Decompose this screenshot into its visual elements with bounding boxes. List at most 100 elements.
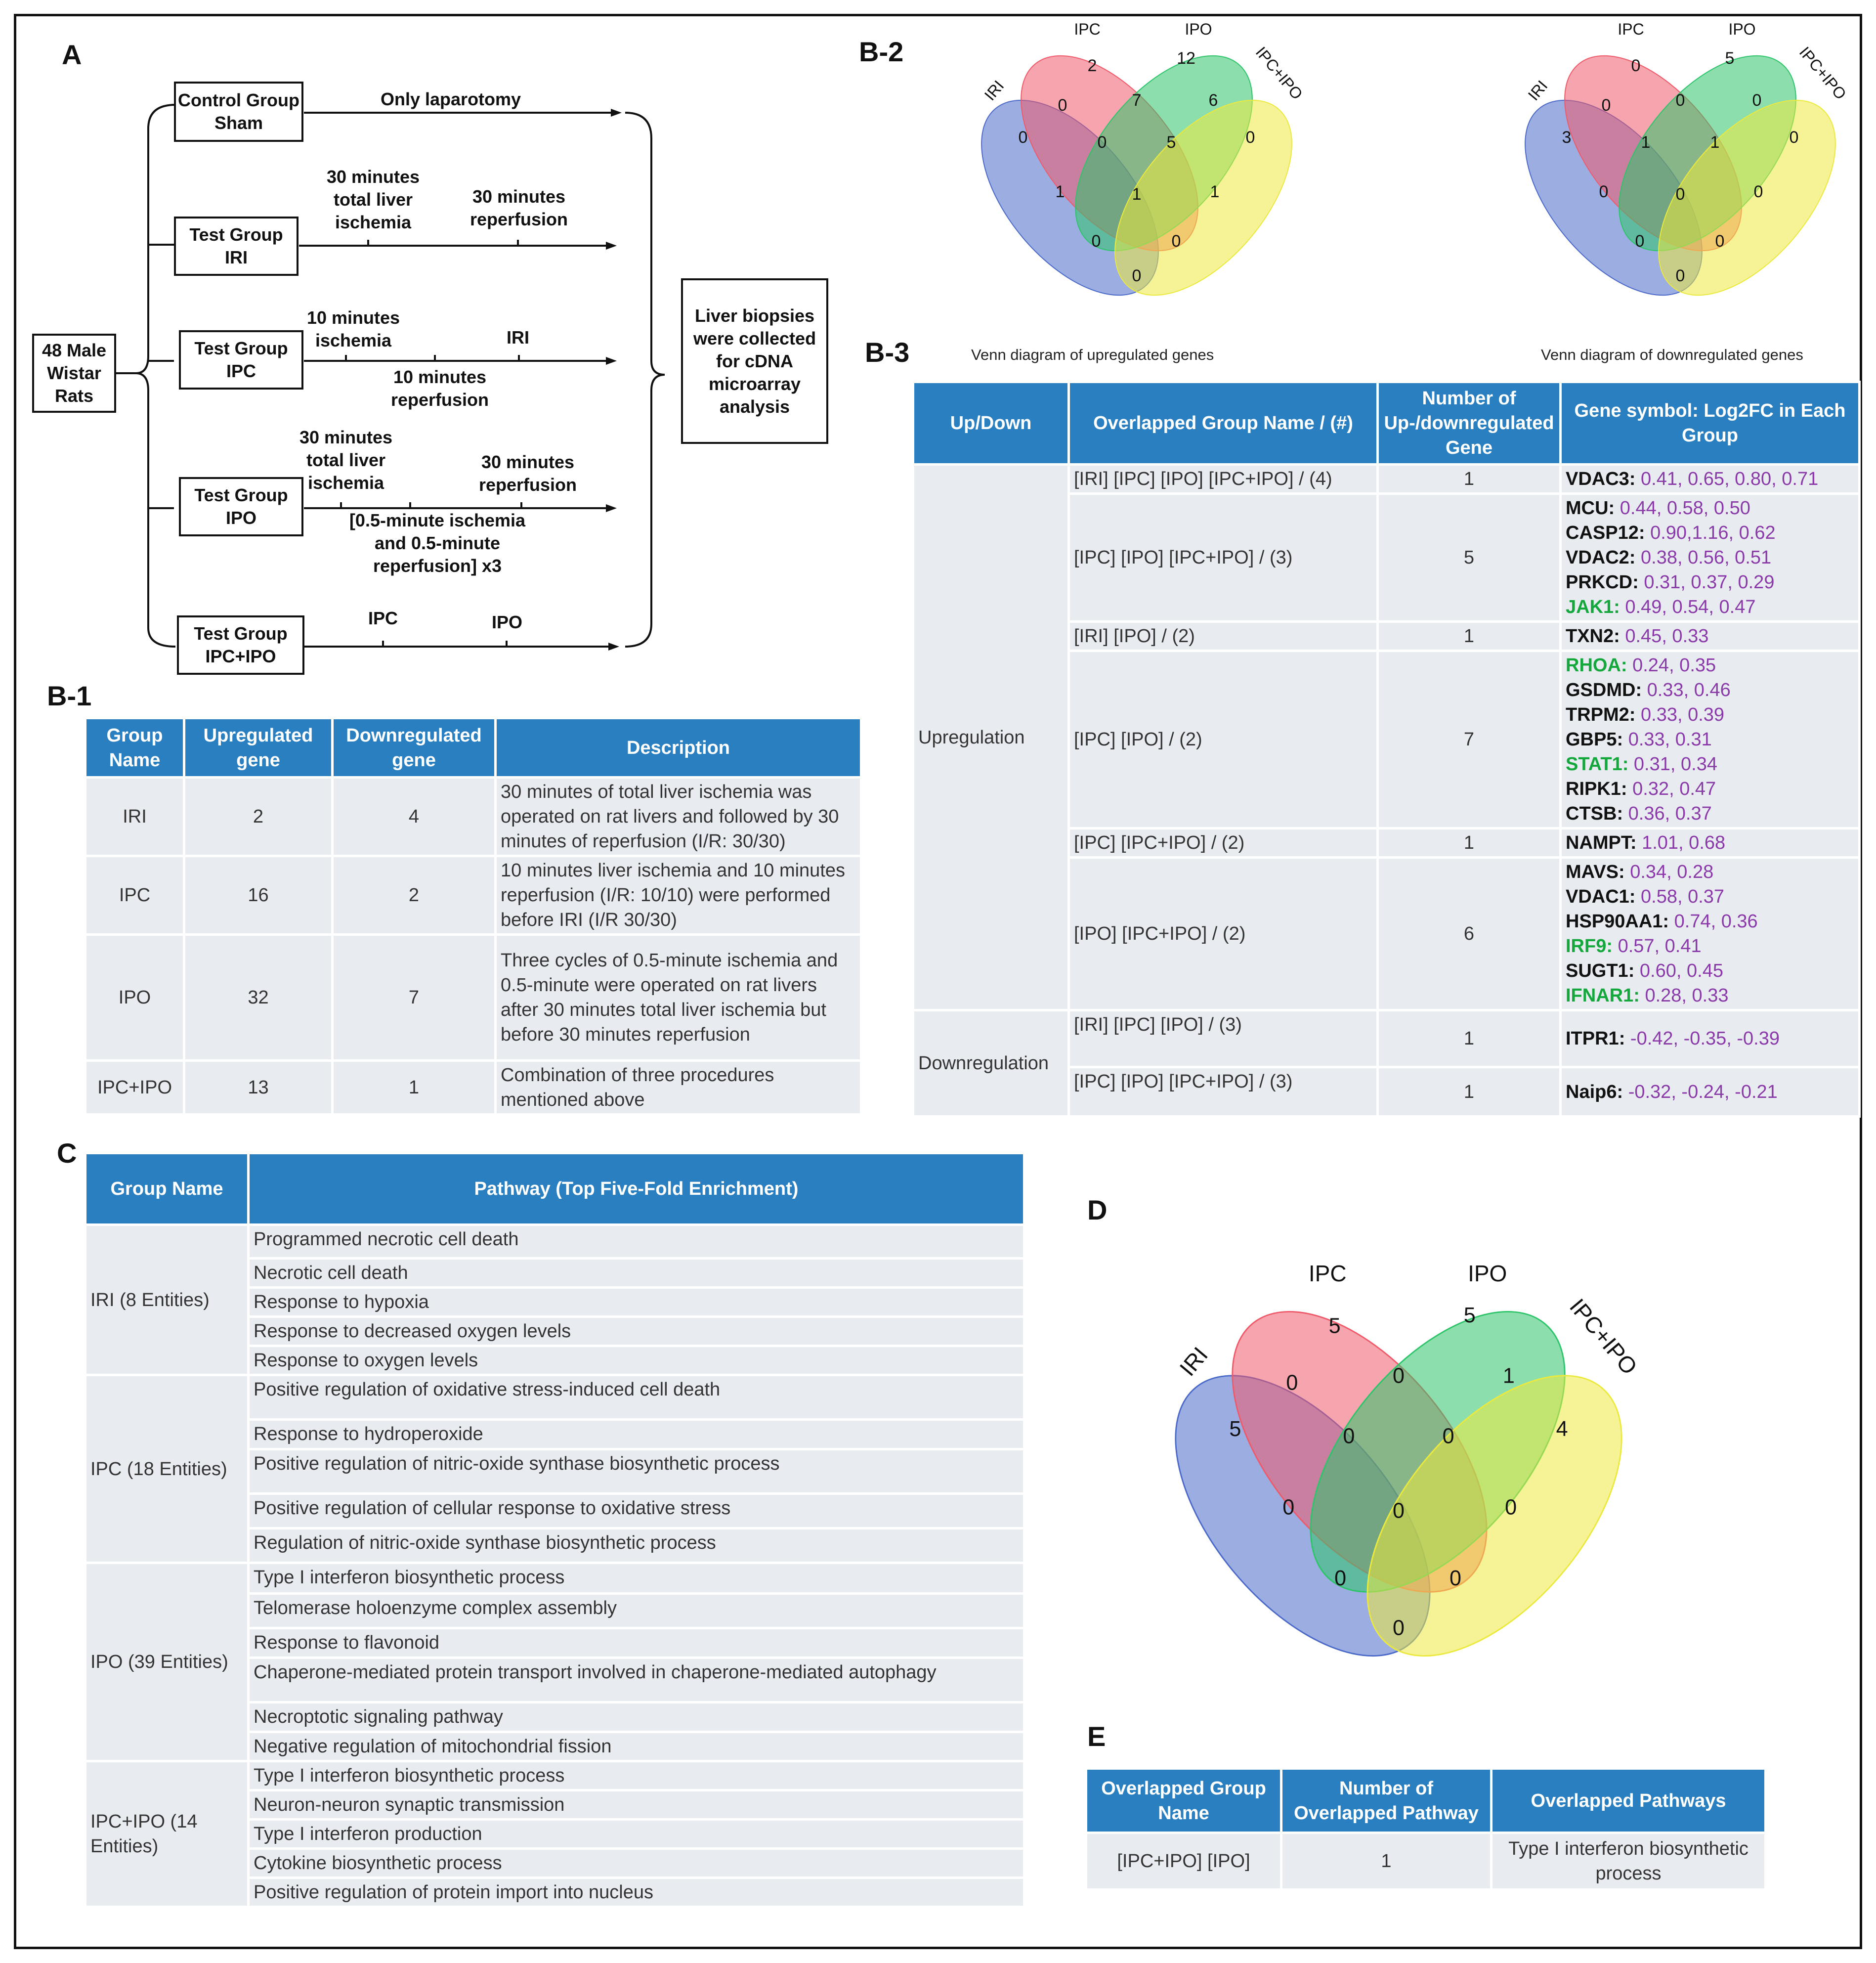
venn-count-ipc-ipo: 0	[1393, 1364, 1405, 1388]
e-header-number: Number of Overlapped Pathway	[1280, 1767, 1492, 1834]
gene-symbol: MCU:	[1566, 498, 1615, 519]
b1-cell-up: 16	[183, 855, 334, 936]
c-cell-group: IRI (8 Entities)	[84, 1223, 250, 1376]
e-header-pathways: Overlapped Pathways	[1490, 1767, 1767, 1834]
panel-label-a: A	[62, 39, 82, 70]
b3-header-number: Number of Up-/downregulated Gene	[1376, 381, 1562, 466]
c-cell-pathway: Neuron-neuron synaptic transmission	[247, 1789, 1025, 1821]
gene-symbol: CASP12:	[1566, 523, 1645, 543]
b1-cell-desc: Three cycles of 0.5-minute ischemia and …	[494, 933, 862, 1062]
gene-symbol: TRPM2:	[1566, 704, 1636, 725]
table-row: Telomerase holoenzyme complex assembly	[85, 1592, 1025, 1629]
venn-count-ipc: 5	[1329, 1314, 1341, 1338]
venn-count-iri-ipc-ipcipo: 0	[1172, 232, 1181, 251]
venn-label-ipo: IPO	[1468, 1261, 1507, 1286]
venn-count-ipc-ipo: 7	[1132, 91, 1142, 110]
c-cell-pathway: Response to hydroperoxide	[247, 1418, 1025, 1450]
gene-log2fc: 0.38, 0.56, 0.51	[1641, 547, 1772, 568]
b1-cell-up: 13	[183, 1059, 334, 1116]
gene-log2fc: 0.33, 0.46	[1647, 680, 1731, 700]
group-box-ipc: Test Group IPC	[179, 330, 303, 390]
table-row: [IPC] [IPO] [IPC+IPO] / (3) 1 Naip6: -0.32…	[913, 1066, 1861, 1118]
b1-header-group: Group Name	[84, 717, 185, 779]
venn-count-iri-ipc: 0	[1286, 1371, 1298, 1395]
gene-log2fc: 0.44, 0.58, 0.50	[1620, 498, 1750, 519]
gene-log2fc: 0.45, 0.33	[1625, 626, 1709, 647]
table-row: [IPO] [IPC+IPO] / (2) 6 MAVS: 0.34, 0.28 VD…	[913, 856, 1861, 1011]
venn-count-iri-ipo: 0	[1282, 1495, 1294, 1519]
venn-count-iri-ipo: 0	[1599, 182, 1609, 201]
gene-log2fc: 0.41, 0.65, 0.80, 0.71	[1641, 469, 1819, 489]
c-cell-pathway: Response to decreased oxygen levels	[247, 1315, 1025, 1347]
c-cell-pathway: Response to oxygen levels	[247, 1345, 1025, 1376]
gene-symbol: MAVS:	[1566, 862, 1625, 882]
c-cell-pathway: Negative regulation of mitochondrial fis…	[247, 1731, 1025, 1762]
table-row: Neuron-neuron synaptic transmission	[85, 1789, 1025, 1821]
c-cell-pathway: Positive regulation of nitric-oxide synt…	[247, 1448, 1025, 1495]
table-row: IRI 2 4 30 minutes of total liver ischem…	[84, 776, 862, 857]
gene-entry: MAVS: 0.34, 0.28	[1566, 860, 1854, 884]
b1-cell-group: IPC	[84, 855, 185, 936]
gene-entry: RIPK1: 0.32, 0.47	[1566, 777, 1854, 801]
gene-log2fc: 0.33, 0.39	[1641, 704, 1725, 725]
e-header-group: Overlapped Group Name	[1085, 1767, 1282, 1834]
venn-count-ipc-ipo: 0	[1676, 91, 1685, 110]
b1-header-desc: Description	[494, 717, 862, 779]
table-row: Positive regulation of protein import in…	[85, 1876, 1025, 1908]
venn-count-all: 0	[1676, 185, 1685, 204]
b1-cell-down: 4	[331, 776, 497, 857]
b3-cell-genes: RHOA: 0.24, 0.35 GSDMD: 0.33, 0.46 TRPM2: …	[1559, 650, 1861, 829]
venn-label-ipcipo: IPC+IPO	[1252, 44, 1306, 103]
ipo-ischemia-annotation: 30 minutes total liver ischemia	[299, 427, 393, 493]
table-row: Positive regulation of nitric-oxide synt…	[85, 1448, 1025, 1495]
gene-symbol: CTSB:	[1566, 803, 1623, 824]
venn-label-ipc: IPC	[1618, 20, 1644, 38]
b3-cell-genes: MCU: 0.44, 0.58, 0.50 CASP12: 0.90,1.16, …	[1559, 492, 1861, 623]
table-row: Negative regulation of mitochondrial fis…	[85, 1731, 1025, 1762]
group-box-sham: Control Group Sham	[174, 82, 303, 142]
c-cell-group: IPC (18 Entities)	[84, 1374, 250, 1564]
c-cell-pathway: Necrotic cell death	[247, 1257, 1025, 1289]
table-row: IPC (18 Entities) Positive regulation of …	[84, 1374, 1025, 1564]
b3-cell-group: [IRI] [IPC] [IPO] [IPC+IPO] / (4)	[1067, 463, 1379, 495]
table-row: IPO 32 7 Three cycles of 0.5-minute isch…	[84, 933, 862, 1062]
venn-count-ipo-ipcipo: 6	[1209, 91, 1218, 110]
b3-cell-number: 1	[1376, 827, 1562, 859]
group-box-ipc-ipo: Test Group IPC+IPO	[177, 615, 304, 675]
venn-downregulated: 3 0 5 0 0 0 0 1 1 0 0 0 0 0 0 IRI IPC IPO IPC+IPO	[1525, 20, 1850, 296]
gene-symbol: SUGT1:	[1566, 960, 1635, 981]
table-row: Necroptotic signaling pathway	[85, 1701, 1025, 1733]
gene-log2fc: 0.28, 0.33	[1645, 985, 1729, 1006]
gene-log2fc: 0.24, 0.35	[1632, 655, 1716, 676]
venn-count-ipcipo: 4	[1556, 1417, 1568, 1441]
b1-cell-desc: Combination of three procedures mentione…	[494, 1059, 862, 1116]
gene-symbol: GBP5:	[1566, 729, 1623, 750]
c-cell-pathway: Type I interferon production	[247, 1818, 1025, 1850]
venn-label-iri: IRI	[1525, 77, 1551, 104]
ipc-ischemia-annotation: 10 minutes ischemia	[306, 307, 400, 350]
gene-entry: CTSB: 0.36, 0.37	[1566, 801, 1854, 826]
venn-label-ipc: IPC	[1074, 20, 1100, 38]
c-cell-pathway: Chaperone-mediated protein transport inv…	[247, 1657, 1025, 1703]
gene-symbol: GSDMD:	[1566, 680, 1642, 700]
b1-cell-desc: 10 minutes liver ischemia and 10 minutes…	[494, 855, 862, 936]
gene-entry: Naip6: -0.32, -0.24, -0.21	[1566, 1080, 1854, 1104]
ipc-reperfusion-annotation: 10 minutes reperfusion	[390, 367, 489, 410]
venn-count-iri: 5	[1229, 1417, 1241, 1441]
c-cell-pathway: Positive regulation of cellular response…	[247, 1492, 1025, 1529]
table-row: Upregulation [IRI] [IPC] [IPO] [IPC+IPO] …	[912, 463, 1861, 1011]
gene-symbol: Naip6:	[1566, 1081, 1623, 1102]
b3-cell-group: [IRI] [IPC] [IPO] / (3)	[1067, 1009, 1379, 1068]
combo-ipo-annotation: IPO	[492, 612, 523, 632]
e-cell-number: 1	[1280, 1832, 1492, 1891]
venn-label-ipcipo: IPC+IPO	[1565, 1294, 1642, 1379]
venn-count-ipcipo: 0	[1790, 128, 1799, 147]
table-row: Regulation of nitric-oxide synthase bios…	[85, 1527, 1025, 1564]
gene-symbol: IFNAR1:	[1566, 985, 1640, 1006]
c-cell-pathway: Positive regulation of protein import in…	[247, 1876, 1025, 1908]
venn-count-iri-ipo-ipcipo: 0	[1635, 232, 1645, 251]
c-header-group: Group Name	[84, 1152, 250, 1226]
table-row: IPC 16 2 10 minutes liver ischemia and 1…	[84, 855, 862, 936]
b3-cell-group: [IPC] [IPO] [IPC+IPO] / (3)	[1067, 492, 1379, 623]
venn-count-ipc-ipo-ipcipo: 0	[1443, 1425, 1454, 1448]
